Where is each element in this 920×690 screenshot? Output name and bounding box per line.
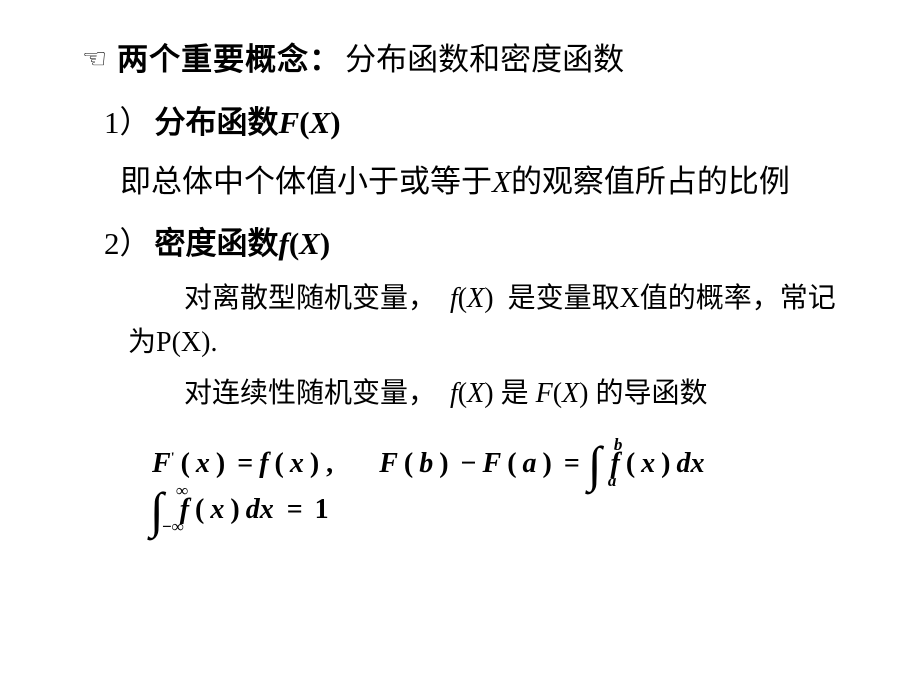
item2-heading: 2） 密度函数f(X) <box>100 218 860 263</box>
item2-label: 密度函数 <box>155 226 279 261</box>
item2-open-paren: ( <box>289 226 299 261</box>
equation-row-2: ∫ ∞ −∞ f(x)dx =1 <box>148 494 860 526</box>
eq1r-eq: = <box>558 448 586 480</box>
item2b-Fopen: ( <box>553 378 562 409</box>
eq2-one: 1 <box>309 494 335 526</box>
eq1l-x2: x <box>290 448 304 479</box>
equation-1-right: F(b)−F(a)= ∫ b a f(x)dx <box>379 448 704 480</box>
item1-open-paren: ( <box>299 105 309 140</box>
item2b-close: ) <box>484 378 493 409</box>
eq2-eq: = <box>281 494 309 526</box>
item2b-Fclose: ) <box>579 378 588 409</box>
item2b-arg: X <box>467 378 484 409</box>
item2-line-b: 对连续性随机变量， f(X) 是 F(X) 的导函数 <box>128 372 860 416</box>
eq1l-f: f <box>259 448 268 479</box>
eq2-lower: −∞ <box>162 517 184 537</box>
integral-1: ∫ b a <box>586 449 604 479</box>
item2a-open: ( <box>458 283 467 314</box>
eq1l-eq: = <box>231 448 259 479</box>
pointing-hand-icon: ☜ <box>82 44 107 75</box>
eq1l-x1: x <box>196 448 210 479</box>
eq2-upper: ∞ <box>176 481 188 501</box>
title-bold: 两个重要概念： <box>117 42 341 77</box>
item1-desc-tail: 的观察值所占的比例 <box>511 164 790 199</box>
item1-description: 即总体中个体值小于或等于X的观察值所占的比例 <box>120 158 850 206</box>
integral-2: ∫ ∞ −∞ <box>148 495 166 525</box>
eq2-dx: dx <box>246 494 274 526</box>
eq1r-x: x <box>641 448 655 480</box>
item2b-post: 的导函数 <box>595 378 707 409</box>
title-rest: 分布函数和密度函数 <box>345 42 624 77</box>
item2-number: 2） <box>104 226 151 261</box>
eq1r-upper: b <box>614 435 623 455</box>
eq1l-prime: ' <box>171 450 175 465</box>
eq2-x: x <box>210 494 224 526</box>
eq1r-minus: − <box>455 448 483 480</box>
integral-symbol-icon: ∫ <box>588 449 602 479</box>
item1-fn-arg: X <box>310 105 331 140</box>
eq1r-F2: F <box>483 448 502 480</box>
item2b-pre: 对连续性随机变量， <box>184 378 436 409</box>
item1-number: 1） <box>104 105 151 140</box>
item2a-fn: f <box>450 283 458 314</box>
eq1r-dx: dx <box>677 448 705 480</box>
eq1r-a: a <box>523 448 537 480</box>
item2-fn-arg: X <box>299 226 320 261</box>
item1-fn-letter: F <box>279 105 300 140</box>
item2b-fn: f <box>450 378 458 409</box>
item2b-join: 是 <box>501 378 536 409</box>
slide-container: ☜ 两个重要概念： 分布函数和密度函数 1） 分布函数F(X) 即总体中个体值小… <box>0 0 920 690</box>
equation-1-left: F'(x)=f(x) , <box>152 448 339 480</box>
item2-fn-letter: f <box>279 226 289 261</box>
equation-row-1: F'(x)=f(x) , F(b)−F(a)= ∫ b a f(x)dx <box>152 448 860 480</box>
item2a-pre: 对离散型随机变量， <box>184 283 436 314</box>
item1-close-paren: ) <box>330 105 340 140</box>
item1-heading: 1） 分布函数F(X) <box>100 97 860 142</box>
item2b-Fn: F <box>536 378 553 409</box>
item1-desc-var: X <box>492 164 511 199</box>
item1-label: 分布函数 <box>155 105 279 140</box>
item2-close-paren: ) <box>320 226 330 261</box>
eq1r-F1: F <box>379 448 398 480</box>
eq1r-b: b <box>419 448 433 480</box>
item2a-arg: X <box>467 283 484 314</box>
item2b-Farg: X <box>562 378 579 409</box>
item2a-close: ) <box>484 283 493 314</box>
item2-line-a: 对离散型随机变量， f(X) 是变量取X值的概率，常记为P(X). <box>128 277 860 365</box>
item2b-open: ( <box>458 378 467 409</box>
eq1l-F: F <box>152 448 171 479</box>
title-line: ☜ 两个重要概念： 分布函数和密度函数 <box>82 34 860 79</box>
item1-desc-pre: 即总体中个体值小于或等于 <box>120 164 492 199</box>
eq1r-lower: a <box>608 471 617 491</box>
